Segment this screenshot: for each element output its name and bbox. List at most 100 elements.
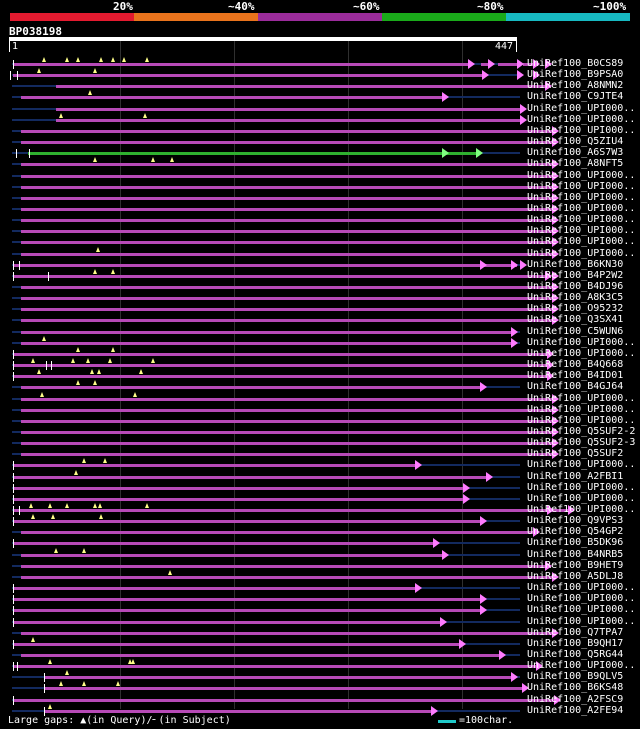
alignment-segment[interactable] (21, 654, 500, 657)
alignment-segment[interactable] (13, 699, 555, 702)
hit-label[interactable]: UniRef100_A5DLJ8 (527, 571, 624, 582)
alignment-segment[interactable] (21, 96, 443, 99)
alignment-segment[interactable] (21, 565, 546, 568)
hit-label[interactable]: UniRef100_UPI000.. (527, 459, 636, 470)
alignment-segment[interactable] (21, 331, 512, 334)
alignment-segment[interactable] (21, 241, 553, 244)
hit-label[interactable]: UniRef100_UPI000.. (527, 604, 636, 615)
hit-label[interactable]: UniRef100_Q5ZIU4 (527, 136, 624, 147)
alignment-segment[interactable] (44, 687, 523, 690)
alignment-segment[interactable] (44, 710, 432, 713)
alignment-segment[interactable] (21, 253, 553, 256)
alignment-segment[interactable] (13, 609, 481, 612)
alignment-segment[interactable] (13, 63, 469, 66)
alignment-segment[interactable] (13, 353, 548, 356)
hit-label[interactable]: UniRef100_UPI000.. (527, 114, 636, 125)
alignment-segment[interactable] (21, 175, 553, 178)
hit-label[interactable]: UniRef100_UPI000.. (527, 214, 636, 225)
hit-label[interactable]: UniRef100_B4NRB5 (527, 549, 624, 560)
alignment-segment[interactable] (28, 152, 477, 155)
alignment-segment[interactable] (44, 676, 512, 679)
alignment-segment[interactable] (21, 409, 553, 412)
alignment-segment[interactable] (21, 554, 443, 557)
hit-label[interactable]: UniRef100_UPI000.. (527, 482, 636, 493)
hit-label[interactable]: UniRef100_UPI000.. (527, 248, 636, 259)
alignment-segment[interactable] (21, 163, 553, 166)
hit-label[interactable]: UniRef100_A6S7W3 (527, 147, 624, 158)
alignment-segment[interactable] (21, 420, 553, 423)
alignment-segment[interactable] (13, 498, 464, 501)
hit-label[interactable]: UniRef100_UPI000.. (527, 203, 636, 214)
hit-label[interactable]: UniRef100_UPI000.. (527, 236, 636, 247)
hit-label[interactable]: UniRef100_B5DK96 (527, 537, 624, 548)
alignment-segment[interactable] (21, 219, 553, 222)
hit-label[interactable]: UniRef100_Q5SUF2-2 (527, 426, 636, 437)
alignment-segment[interactable] (21, 286, 553, 289)
hit-label[interactable]: UniRef100_Q5SUF2 (527, 448, 624, 459)
alignment-segment[interactable] (13, 476, 487, 479)
hit-label[interactable]: UniRef100_UPI000.. (527, 415, 636, 426)
hit-label[interactable]: UniRef100_UPI000.. (527, 170, 636, 181)
alignment-segment[interactable] (21, 230, 553, 233)
hit-label[interactable]: UniRef100_O95232 (527, 303, 624, 314)
hit-label[interactable]: UniRef100_UPI000.. (527, 616, 636, 627)
alignment-segment[interactable] (13, 74, 483, 77)
hit-label[interactable]: UniRef100_UPI000.. (527, 404, 636, 415)
alignment-segment[interactable] (21, 576, 553, 579)
alignment-segment[interactable] (21, 197, 553, 200)
hit-label[interactable]: UniRef100_C9JTE4 (527, 91, 624, 102)
alignment-segment[interactable] (56, 119, 521, 122)
hit-label[interactable]: UniRef100_B4P2W2 (527, 270, 624, 281)
alignment-segment[interactable] (13, 621, 441, 624)
alignment-segment[interactable] (13, 464, 416, 467)
hit-label[interactable]: UniRef100_Q54GP2 (527, 526, 624, 537)
hit-label[interactable]: UniRef100_B6KN30 (527, 259, 624, 270)
hit-label[interactable]: UniRef100_B4DJ96 (527, 281, 624, 292)
hit-label[interactable]: UniRef100_UPI000.. (527, 348, 636, 359)
alignment-segment[interactable] (21, 453, 553, 456)
hit-label[interactable]: UniRef100_UPI000.. (527, 593, 636, 604)
alignment-segment[interactable] (21, 141, 553, 144)
hit-label[interactable]: UniRef100_A2FBI1 (527, 471, 624, 482)
hit-label[interactable]: UniRef100_Q9VPS3 (527, 515, 624, 526)
hit-label[interactable]: UniRef100_A8NFT5 (527, 158, 624, 169)
alignment-segment[interactable] (13, 598, 481, 601)
alignment-segment[interactable] (481, 63, 489, 66)
hit-label[interactable]: UniRef100_B6KS48 (527, 682, 624, 693)
hit-label[interactable]: UniRef100_B9QH17 (527, 638, 624, 649)
alignment-segment[interactable] (21, 130, 553, 133)
alignment-segment[interactable] (13, 520, 481, 523)
alignment-segment[interactable] (13, 375, 548, 378)
alignment-segment[interactable] (21, 308, 553, 311)
alignment-segment[interactable] (13, 509, 569, 512)
hit-label[interactable]: UniRef100_A8NMN2 (527, 80, 624, 91)
alignment-segment[interactable] (21, 442, 553, 445)
hit-label[interactable]: UniRef100_UPI000.. (527, 181, 636, 192)
hit-label[interactable]: UniRef100_UPI000.. (527, 660, 636, 671)
alignment-segment[interactable] (56, 85, 546, 88)
hit-label[interactable]: UniRef100_UPI000.. (527, 504, 636, 515)
alignment-segment[interactable] (13, 542, 434, 545)
alignment-segment[interactable] (13, 275, 546, 278)
alignment-segment[interactable] (21, 386, 481, 389)
hit-label[interactable]: UniRef100_UPI000.. (527, 225, 636, 236)
alignment-segment[interactable] (498, 63, 518, 66)
hit-label[interactable]: UniRef100_UPI000.. (527, 125, 636, 136)
hit-label[interactable]: UniRef100_Q7TPA7 (527, 627, 624, 638)
hit-label[interactable]: UniRef100_B9PSA0 (527, 69, 624, 80)
alignment-segment[interactable] (13, 364, 548, 367)
alignment-segment[interactable] (56, 108, 521, 111)
hit-label[interactable]: UniRef100_Q5RG44 (527, 649, 624, 660)
hit-label[interactable]: UniRef100_UPI000.. (527, 337, 636, 348)
hit-label[interactable]: UniRef100_A2FE94 (527, 705, 624, 716)
alignment-segment[interactable] (21, 342, 512, 345)
hit-label[interactable]: UniRef100_UPI000.. (527, 103, 636, 114)
alignment-segment[interactable] (13, 487, 464, 490)
alignment-segment[interactable] (21, 319, 553, 322)
hit-label[interactable]: UniRef100_B4ID01 (527, 370, 624, 381)
alignment-segment[interactable] (21, 186, 553, 189)
alignment-segment[interactable] (21, 398, 553, 401)
alignment-segment[interactable] (21, 208, 553, 211)
hit-label[interactable]: UniRef100_B9HET9 (527, 560, 624, 571)
alignment-segment[interactable] (13, 264, 517, 267)
